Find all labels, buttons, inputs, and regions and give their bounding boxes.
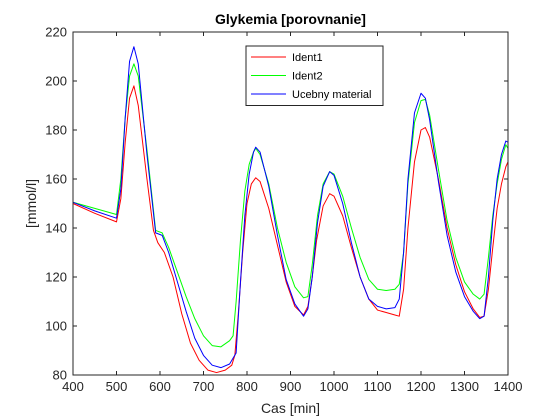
y-tick-label: 120 xyxy=(45,270,67,285)
x-tick-label: 600 xyxy=(149,379,171,394)
y-tick-label: 200 xyxy=(45,74,67,89)
series-line-3 xyxy=(72,46,509,369)
x-tick-label: 400 xyxy=(62,379,84,394)
x-tick-label: 1000 xyxy=(320,379,349,394)
x-tick-label: 1400 xyxy=(494,379,523,394)
y-tick-label: 180 xyxy=(45,123,67,138)
x-tick-label: 800 xyxy=(236,379,258,394)
x-tick-label: 900 xyxy=(280,379,302,394)
y-tick-label: 100 xyxy=(45,319,67,334)
x-tick-label: 1300 xyxy=(450,379,479,394)
y-tick-label: 80 xyxy=(53,368,67,383)
x-tick-label: 1200 xyxy=(407,379,436,394)
legend-label-1: Ident1 xyxy=(292,52,323,64)
y-axis-label: [mmol/l] xyxy=(23,179,39,228)
series-layer xyxy=(72,46,509,374)
x-tick-label: 1100 xyxy=(364,379,392,394)
y-tick-label: 160 xyxy=(45,172,67,187)
series-line-2 xyxy=(72,63,509,348)
x-axis: 400 500 600 700 800 900 1000 1100 1200 1300 1400 xyxy=(62,32,522,394)
legend-label-2: Ident2 xyxy=(292,71,323,83)
legend: Ident1 Ident2 Ucebny material xyxy=(245,45,384,106)
x-tick-label: 700 xyxy=(193,379,215,394)
y-tick-label: 220 xyxy=(45,25,67,40)
y-axis: 80 100 120 140 160 180 200 220 xyxy=(45,25,508,383)
x-axis-label: Cas [min] xyxy=(261,400,320,416)
chart-title: Glykemia [porovnanie] xyxy=(215,11,366,27)
x-tick-label: 500 xyxy=(106,379,128,394)
legend-label-3: Ucebny material xyxy=(292,89,371,101)
y-tick-label: 140 xyxy=(45,221,67,236)
